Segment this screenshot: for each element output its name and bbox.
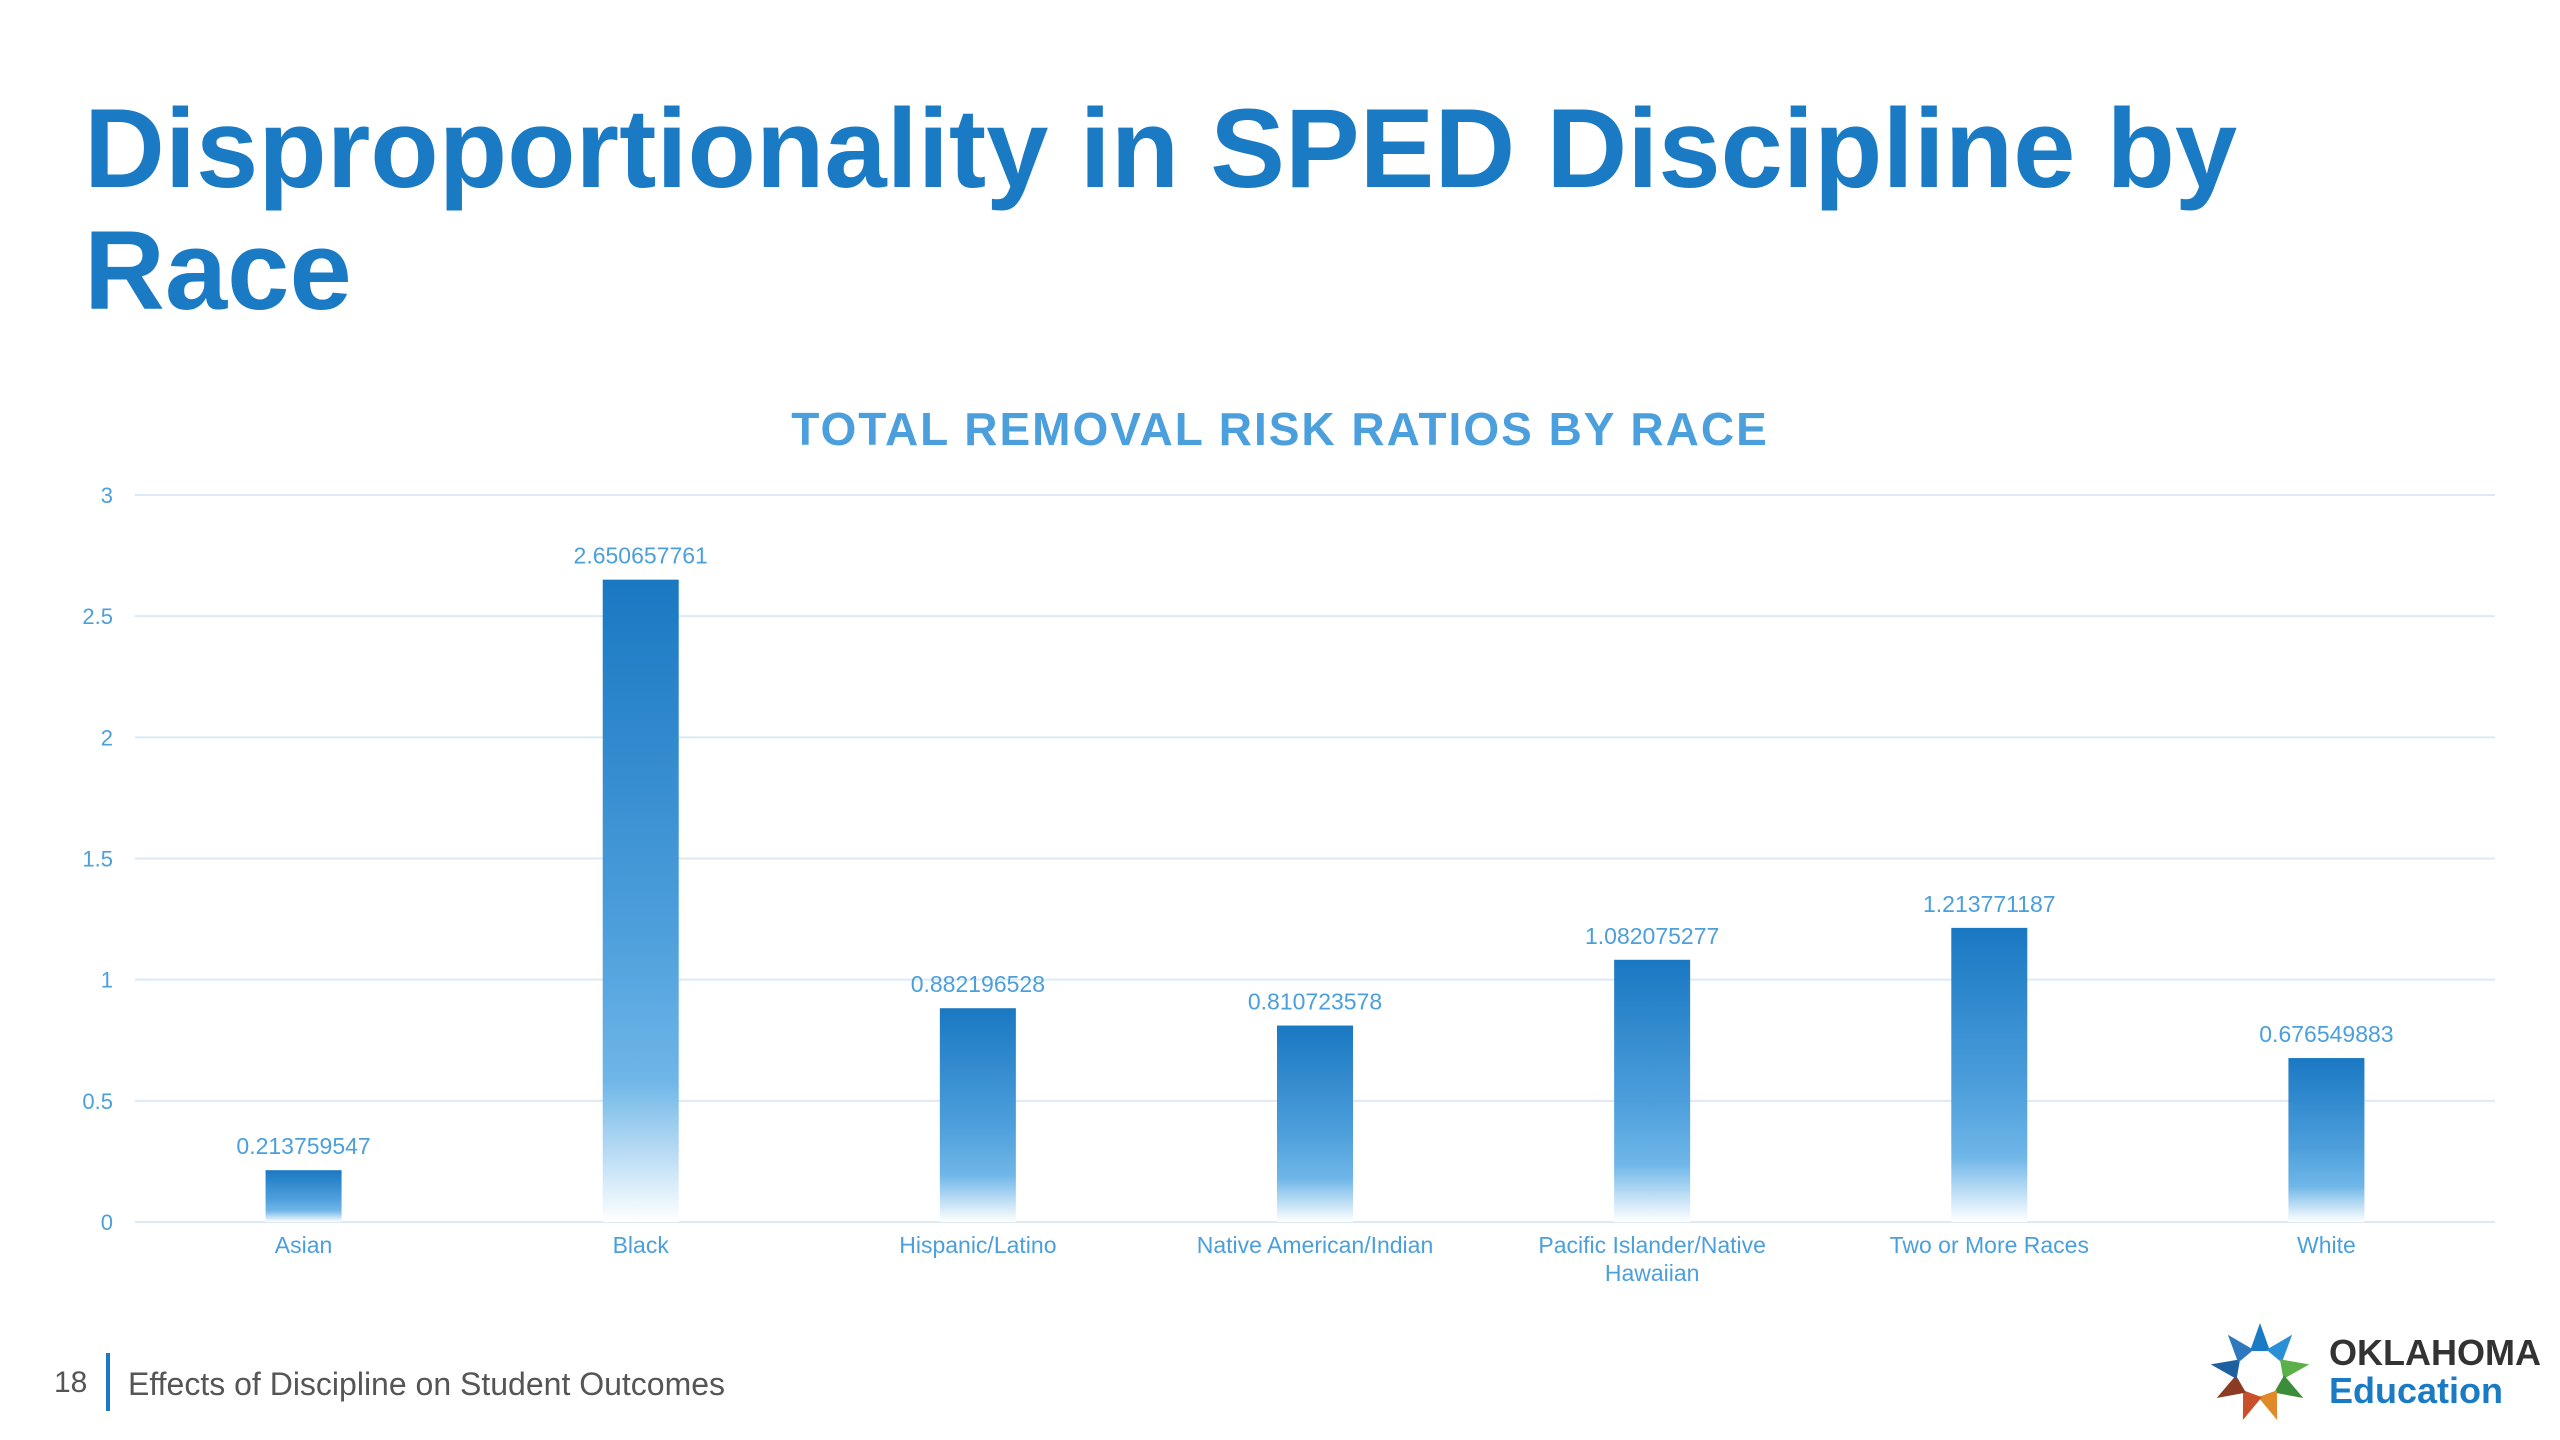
- y-tick-label: 2: [101, 725, 113, 750]
- x-tick-label: Two or More Races: [1890, 1232, 2089, 1258]
- x-tick-label: Hispanic/Latino: [899, 1232, 1056, 1258]
- value-label: 0.810723578: [1248, 989, 1382, 1015]
- footer-divider: [106, 1353, 110, 1411]
- bar: [2288, 1058, 2365, 1222]
- y-tick-label: 0.5: [82, 1089, 113, 1114]
- x-tick-label: Hawaiian: [1605, 1260, 1700, 1286]
- oklahoma-education-logo: OKLAHOMA Education: [2205, 1318, 2541, 1428]
- value-label: 2.650657761: [574, 543, 708, 569]
- y-tick-label: 3: [101, 483, 113, 508]
- bars: [265, 579, 2365, 1222]
- bar-chart: 0 0.5 1 1.5 2 2.5 3 0.213759547 2.650657761 0.88…: [82, 483, 2495, 1286]
- bar: [265, 1170, 342, 1222]
- bar: [602, 579, 679, 1222]
- value-labels: 0.213759547 2.650657761 0.882196528 0.81072…: [236, 543, 2393, 1160]
- footer-text: Effects of Discipline on Student Outcome…: [128, 1366, 726, 1402]
- logo-text-oklahoma: OKLAHOMA: [2329, 1332, 2541, 1373]
- x-tick-label: Asian: [275, 1232, 333, 1258]
- y-tick-label: 1.5: [82, 847, 113, 872]
- y-axis-ticks: 0 0.5 1 1.5 2 2.5 3: [82, 483, 113, 1235]
- x-axis-labels: Asian Black Hispanic/Latino Native American…: [275, 1232, 2356, 1286]
- value-label: 0.213759547: [236, 1133, 370, 1159]
- value-label: 1.082075277: [1585, 923, 1719, 949]
- gridlines: [135, 494, 2495, 1223]
- y-tick-label: 2.5: [82, 604, 113, 629]
- bar: [1277, 1025, 1353, 1222]
- bar: [1614, 959, 1691, 1222]
- value-label: 1.213771187: [1923, 891, 2056, 917]
- x-tick-label: White: [2297, 1232, 2356, 1258]
- logo-text-education: Education: [2329, 1370, 2504, 1411]
- page-title: Disproportionality in SPED Discipline by…: [84, 86, 2238, 333]
- chart-title: TOTAL REMOVAL RISK RATIOS BY RACE: [791, 403, 1769, 455]
- bar: [939, 1008, 1016, 1222]
- value-label: 0.676549883: [2259, 1021, 2393, 1047]
- y-tick-label: 0: [101, 1210, 113, 1235]
- x-tick-label: Native American/Indian: [1197, 1232, 1434, 1258]
- oklahoma-star-logo-icon: [2210, 1323, 2310, 1420]
- bar: [1951, 927, 2028, 1222]
- x-tick-label: Pacific Islander/Native: [1538, 1232, 1766, 1258]
- page-number: 18: [54, 1366, 88, 1399]
- value-label: 0.882196528: [911, 971, 1045, 997]
- x-tick-label: Black: [613, 1232, 670, 1258]
- y-tick-label: 1: [101, 968, 113, 993]
